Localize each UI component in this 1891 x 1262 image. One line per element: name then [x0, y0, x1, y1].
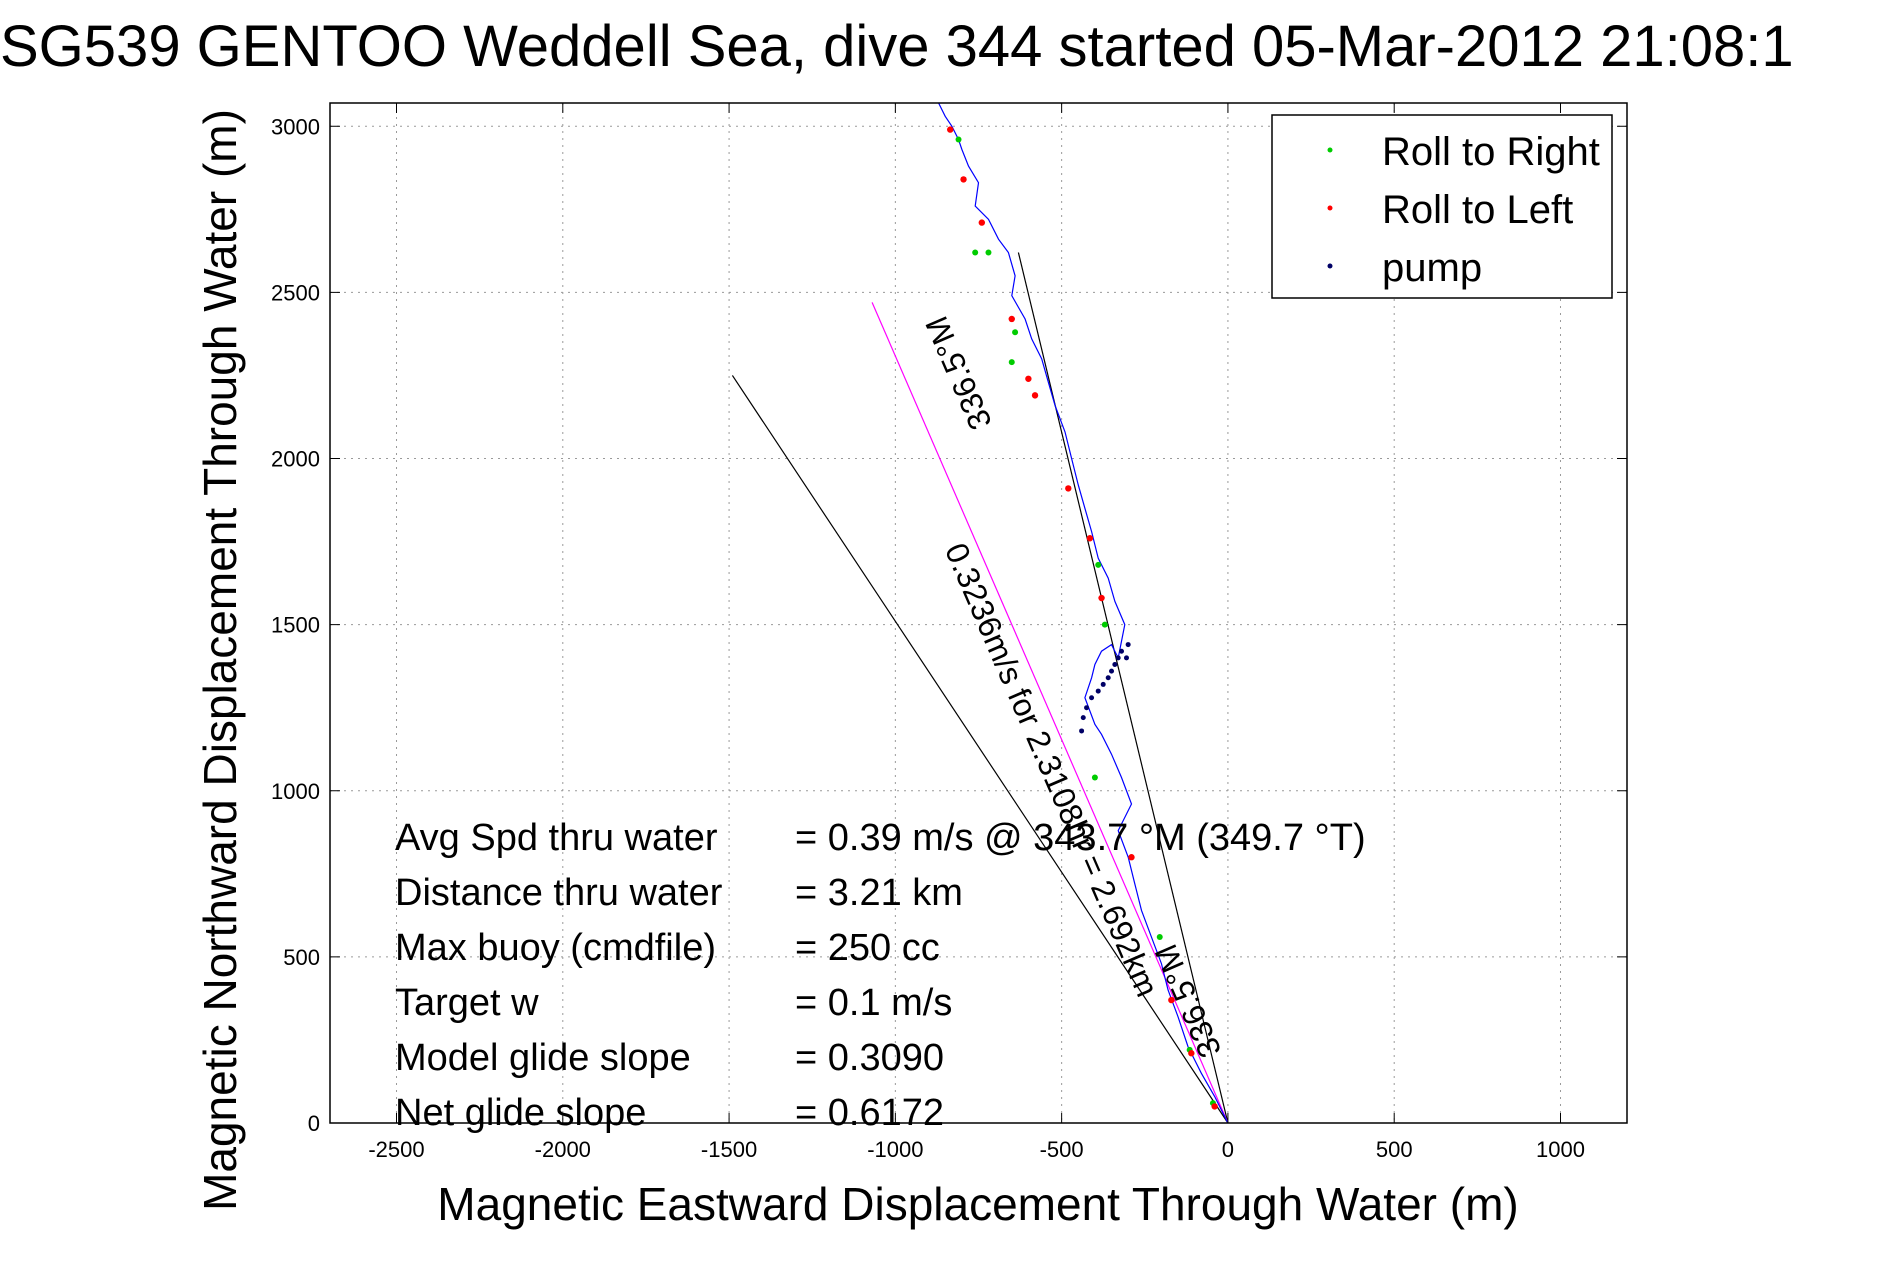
pump-point: [1109, 668, 1115, 674]
track-layer: [938, 102, 1229, 1124]
legend-label: Roll to Left: [1382, 188, 1573, 232]
y-tick-label: 0: [308, 1111, 320, 1136]
pump-point: [1100, 681, 1106, 687]
roll-left-point: [1188, 1050, 1195, 1057]
roll-right-point: [1091, 774, 1098, 781]
heading-line-magenta: [871, 302, 1229, 1124]
annotation-label: Model glide slope: [395, 1037, 691, 1079]
annotation-label: Max buoy (cmdfile): [395, 927, 716, 969]
pump-point: [1112, 661, 1118, 667]
roll-left-point: [1128, 854, 1135, 861]
annotation-value: = 250 cc: [795, 927, 940, 969]
legend-marker: [1327, 263, 1333, 269]
roll-right-point: [1012, 329, 1019, 336]
x-tick-label: 1000: [1536, 1137, 1585, 1162]
y-tick-label: 2500: [271, 280, 320, 305]
annotation-label: Target w: [395, 982, 539, 1024]
roll-left-point: [1168, 996, 1175, 1004]
points-layer: [947, 126, 1218, 1110]
x-tick-label: -1500: [701, 1137, 757, 1162]
annotation-label: Net glide slope: [395, 1092, 646, 1134]
roll-right-point: [1156, 933, 1163, 940]
annotation-value: = 0.3090: [795, 1037, 944, 1079]
annotation-value: = 0.39 m/s @ 343.7 °M (349.7 °T): [795, 817, 1366, 859]
roll-left-point: [1086, 535, 1094, 542]
pump-point: [1119, 648, 1125, 654]
x-axis-label: Magnetic Eastward Displacement Through W…: [437, 1178, 1518, 1230]
pump-point: [1089, 695, 1095, 701]
pump-point: [1080, 715, 1086, 721]
chart-title: SG539 GENTOO Weddell Sea, dive 344 start…: [0, 14, 1794, 79]
pump-point: [1079, 728, 1085, 734]
annotation-label: Avg Spd thru water: [395, 817, 718, 859]
plot-area-frame: [329, 102, 1628, 1124]
roll-right-point: [955, 136, 962, 143]
tick-layer: -2500 -2000 -1500 -1000 -500 0 500 1000 0 500 1000…: [271, 103, 1627, 1162]
annotation-value: = 0.1 m/s: [795, 982, 952, 1024]
annotation-value: = 0.6172: [795, 1092, 944, 1134]
y-tick-label: 2000: [271, 447, 320, 472]
x-tick-label: -1000: [867, 1137, 923, 1162]
roll-right-point: [1101, 621, 1108, 628]
roll-right-point: [972, 249, 979, 256]
legend-marker: [1327, 147, 1333, 153]
y-tick-label: 1000: [271, 779, 320, 804]
roll-right-point: [1008, 359, 1015, 366]
pump-point: [1084, 705, 1090, 711]
legend-marker: [1327, 205, 1333, 211]
annotation-value: = 3.21 km: [795, 872, 963, 914]
x-tick-label: 500: [1376, 1137, 1413, 1162]
pump-point: [1105, 675, 1111, 681]
roll-left-point: [960, 176, 967, 183]
roll-left-point: [1025, 375, 1032, 382]
roll-left-point: [1065, 485, 1072, 492]
roll-left-point: [947, 126, 954, 133]
x-tick-label: -2500: [368, 1137, 424, 1162]
pump-point: [1123, 655, 1129, 661]
roll-left-point: [1008, 315, 1015, 323]
y-tick-label: 1500: [271, 613, 320, 638]
glide-line-black-1: [731, 375, 1229, 1124]
annotations: Avg Spd thru water = 0.39 m/s @ 343.7 °M …: [395, 817, 1366, 1134]
roll-left-point: [1031, 392, 1039, 399]
y-axis-label: Magnetic Northward Displacement Through …: [194, 109, 246, 1211]
x-tick-label: 0: [1222, 1137, 1234, 1162]
roll-left-point: [1211, 1103, 1218, 1110]
roll-left-point: [978, 219, 986, 226]
roll-right-point: [985, 249, 992, 256]
legend-label: Roll to Right: [1382, 130, 1600, 174]
legend: Roll to Right Roll to Left pump: [1271, 114, 1613, 299]
pump-point: [1125, 642, 1131, 648]
pump-point: [1115, 655, 1121, 661]
y-tick-label: 500: [283, 945, 320, 970]
legend-items: Roll to Right Roll to Left pump: [1327, 130, 1600, 290]
y-tick-label: 3000: [271, 114, 320, 139]
track-line: [938, 102, 1229, 1124]
legend-label: pump: [1382, 246, 1482, 290]
roll-left-point: [1098, 594, 1105, 602]
x-tick-label: -500: [1040, 1137, 1084, 1162]
pump-point: [1095, 688, 1101, 694]
x-tick-label: -2000: [535, 1137, 591, 1162]
roll-right-point: [1095, 561, 1102, 568]
annotation-label: Distance thru water: [395, 872, 723, 914]
